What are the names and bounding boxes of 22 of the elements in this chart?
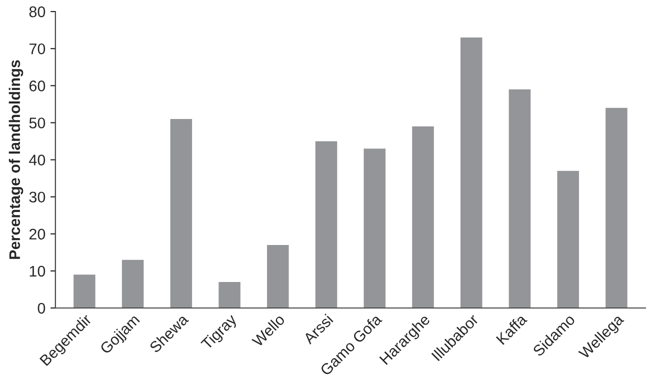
y-tick-label: 50 — [29, 118, 46, 128]
y-tick-label: 20 — [29, 228, 46, 240]
bar — [218, 282, 240, 308]
bar — [606, 108, 628, 308]
y-tick-label: 40 — [29, 154, 46, 166]
y-tick-label: 70 — [29, 43, 46, 54]
bar — [315, 141, 338, 308]
bar — [122, 260, 144, 308]
bar — [74, 274, 96, 308]
bar — [508, 89, 531, 308]
bar — [460, 37, 482, 308]
y-axis-title: Percentage of landholdings — [8, 60, 24, 259]
y-tick-label: 0 — [38, 302, 46, 314]
bar — [412, 126, 434, 308]
bar — [364, 148, 386, 308]
bar — [267, 245, 289, 308]
y-tick-label: 80 — [29, 6, 46, 18]
y-tick-label: 10 — [30, 266, 46, 277]
y-tick-label: 60 — [29, 80, 46, 92]
y-tick-label: 30 — [29, 192, 46, 203]
bar — [170, 119, 192, 308]
bar — [557, 170, 579, 308]
